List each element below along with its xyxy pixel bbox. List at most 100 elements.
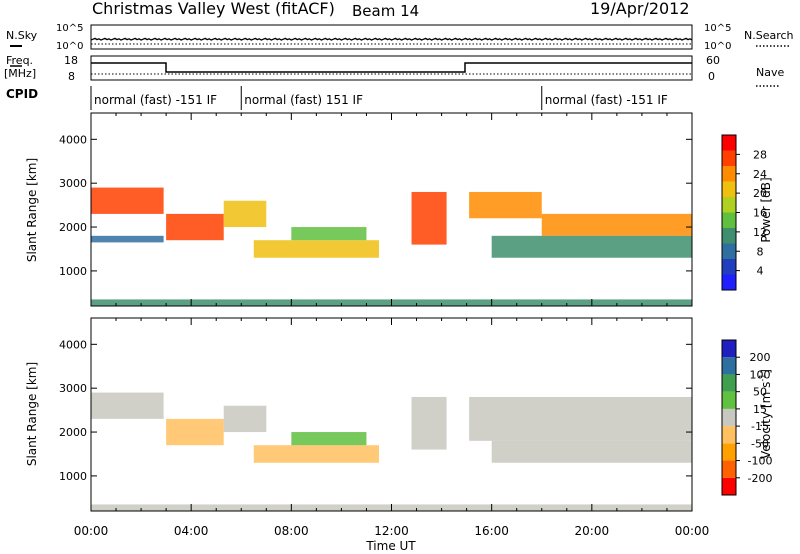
colorbar-segment: [722, 228, 736, 244]
colorbar-segment: [722, 460, 736, 478]
colorbar-segment: [722, 426, 736, 444]
velocity-cbar-text: Velocity [m s: [759, 382, 773, 459]
cpid-bar: normal (fast) -151 IF normal (fast) 151 I…: [90, 86, 668, 110]
echo-region: [291, 227, 367, 241]
noise-left-top: 10^5: [56, 23, 83, 34]
x-tick-label: 00:00: [675, 524, 710, 538]
colorbar-segment: [722, 357, 736, 375]
echo-region: [223, 200, 267, 228]
colorbar-segment: [722, 391, 736, 409]
colorbar-tick-label: 20: [753, 187, 767, 200]
freq-right-bottom: 0: [708, 70, 715, 83]
velocity-panel: 1000 2000 3000 4000 Slant Range [km] -200 -1…: [25, 317, 773, 512]
colorbar-tick-label: 28: [753, 148, 767, 161]
nsky-trace: [90, 37, 693, 41]
cpid-segment-label: normal (fast) -151 IF: [94, 93, 217, 107]
echo-region: [253, 240, 379, 258]
colorbar-tick-label: -200: [748, 472, 773, 485]
power-cbar-label: Power [dB]: [759, 177, 773, 242]
colorbar-tick-label: 24: [753, 168, 767, 181]
echo-region: [411, 396, 447, 450]
colorbar-segment: [722, 274, 736, 290]
velocity-ylabel: Slant Range [km]: [25, 362, 39, 466]
y-tick-label: 1000: [59, 265, 87, 278]
colorbar-segment: [722, 340, 736, 358]
echo-region: [91, 187, 164, 214]
colorbar-tick-label: 50: [753, 386, 767, 399]
nsearch-label: N.Search: [744, 29, 794, 42]
velocity-cbar-exp: -1: [758, 374, 767, 382]
colorbar-tick-label: -50: [751, 437, 769, 450]
colorbar-segment: [722, 243, 736, 259]
mhz-label: [MHz]: [4, 67, 36, 80]
noise-right-top: 10^5: [704, 23, 731, 34]
x-tick-label: 16:00: [474, 524, 509, 538]
colorbar-tick-label: -100: [748, 455, 773, 468]
colorbar-tick-label: 8: [757, 245, 764, 258]
x-tick-label: 20:00: [575, 524, 610, 538]
x-tick-label: 04:00: [174, 524, 209, 538]
echo-region: [491, 235, 692, 258]
cpid-segment-label: normal (fast) 151 IF: [244, 93, 363, 107]
nsky-label: N.Sky: [6, 29, 38, 42]
freq-left-bottom: 8: [68, 70, 75, 83]
echo-region: [166, 418, 224, 446]
colorbar-segment: [722, 374, 736, 392]
echo-region: [469, 191, 542, 219]
echo-region: [91, 235, 164, 243]
colorbar-tick-label: 15: [753, 403, 767, 416]
colorbar-frame: [721, 339, 737, 496]
echo-region: [541, 213, 692, 236]
echo-region: [469, 396, 692, 441]
cpid-label: CPID: [6, 87, 38, 101]
colorbar-segment: [722, 181, 736, 197]
colorbar-tick-label: 16: [753, 207, 767, 220]
colorbar-segment: [722, 259, 736, 275]
station-title: Christmas Valley West (fitACF): [92, 0, 335, 18]
colorbar-tick-label: 200: [750, 351, 771, 364]
y-tick-label: 4000: [59, 133, 87, 146]
colorbar-segment: [722, 150, 736, 166]
power-panel: 1000 2000 3000 4000 Slant Range [km] 4 8 12 16…: [25, 112, 773, 307]
x-tick-label: 08:00: [274, 524, 309, 538]
frequency-panel: Freq. [MHz] 18 8 60 0 Nave: [4, 54, 784, 87]
y-tick-label: 2000: [59, 426, 87, 439]
x-tick-label: 00:00: [74, 524, 109, 538]
y-tick-label: 1000: [59, 470, 87, 483]
freq-right-top: 60: [706, 54, 720, 67]
echo-region: [223, 405, 267, 433]
colorbar-segment: [722, 443, 736, 461]
echo-region: [91, 392, 164, 419]
velocity-cbar-label: Velocity [m s-1]: [758, 369, 773, 459]
y-tick-label: 3000: [59, 382, 87, 395]
noise-right-bottom: 10^0: [704, 41, 731, 52]
colorbar-tick-label: -15: [751, 420, 769, 433]
date-label: 19/Apr/2012: [590, 0, 690, 18]
freq-trace: [91, 62, 692, 73]
echo-region: [253, 445, 379, 463]
noise-panel: N.Sky 10^5 10^0 10^5 10^0 N.Search: [6, 23, 794, 52]
freq-label: Freq.: [6, 54, 33, 67]
colorbar-segment: [722, 212, 736, 228]
colorbar-segment: [722, 477, 736, 495]
colorbar-segment: [722, 135, 736, 151]
y-tick-label: 3000: [59, 177, 87, 190]
beam-label: Beam 14: [352, 2, 419, 20]
velocity-cbar-close: ]: [759, 369, 773, 374]
y-tick-label: 2000: [59, 221, 87, 234]
y-tick-label: 4000: [59, 338, 87, 351]
nave-label: Nave: [756, 66, 784, 79]
x-axis-label: Time UT: [365, 539, 416, 553]
cpid-segment-label: normal (fast) -151 IF: [545, 93, 668, 107]
colorbar-tick-label: 4: [757, 265, 764, 278]
echo-region: [411, 191, 447, 245]
colorbar-tick-label: 100: [750, 368, 771, 381]
colorbar-segment: [722, 408, 736, 427]
x-tick-label: 12:00: [374, 524, 409, 538]
freq-left-top: 18: [64, 54, 78, 67]
colorbar-segment: [722, 197, 736, 213]
echo-region: [291, 432, 367, 446]
echo-region: [166, 213, 224, 241]
power-ylabel: Slant Range [km]: [25, 158, 39, 262]
